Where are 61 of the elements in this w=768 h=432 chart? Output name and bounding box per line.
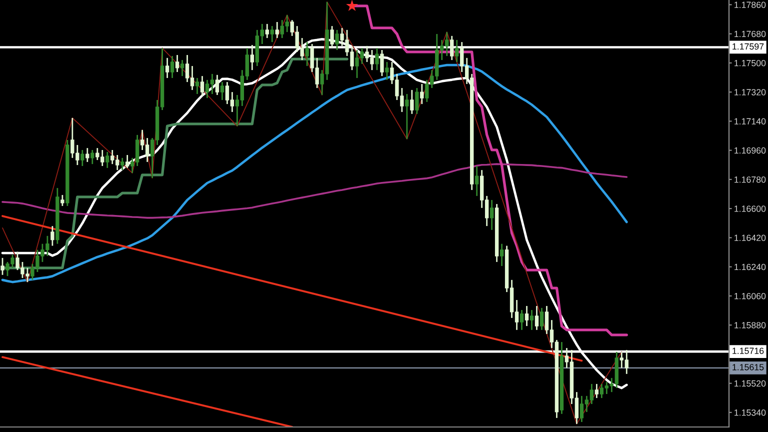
candlestick [215,74,220,96]
candlestick [50,225,54,246]
line-series [2,163,628,219]
candlestick [220,81,224,101]
candlestick [534,305,539,331]
candlestick [490,199,494,231]
candlestick [120,157,124,171]
y-tick-label: 1.16240 [734,264,766,270]
candlestick [380,49,384,77]
candlestick [165,57,170,79]
candlestick [80,149,84,167]
y-tick-label: 1.15340 [734,409,766,416]
y-tick-label: 1.16060 [734,292,766,300]
candlestick [450,35,454,61]
candlestick [375,47,379,71]
y-tick-label: 1.16960 [734,147,766,154]
candlestick [524,305,529,327]
y-tick-label: 1.16420 [734,234,766,241]
candlestick [270,25,274,43]
y-tick-label: 1.17140 [734,118,766,124]
candlestick [175,54,180,73]
ref-line-label: 1.17597 [732,43,764,50]
y-tick-label: 1.17500 [734,60,766,66]
candlestick [475,165,479,197]
candlestick [420,83,424,105]
candlestick [180,59,184,77]
candlestick [60,194,64,207]
y-tick-label: 1.15880 [734,322,766,328]
line-series [2,1,622,424]
candlestick [106,151,110,169]
y-tick-label: 1.17320 [734,89,766,96]
candlestick [200,75,204,97]
candlestick [335,29,339,51]
candlestick [275,21,279,39]
ref-line-label: 1.15615 [732,364,764,370]
candlestick [170,55,174,79]
candlestick [530,309,534,331]
y-tick-label: 1.16780 [734,176,766,183]
candlestick [86,147,90,163]
candlestick [385,61,389,81]
candlestick [330,25,334,49]
candlestick [0,257,4,276]
candlestick [195,77,200,95]
candlestick [540,307,544,331]
candlestick [520,309,524,331]
candlestick [90,149,94,165]
candlestick [305,41,309,67]
y-tick-label: 1.17860 [734,2,766,8]
y-tick-label: 1.16600 [734,206,766,212]
candlestick [265,23,269,39]
candlestick [410,89,414,115]
candlestick [125,154,130,169]
candlestick [405,93,409,140]
candlestick [500,243,504,267]
candlestick [455,39,459,63]
y-tick-label: 1.15520 [734,380,766,387]
candlestick [250,44,254,71]
candlestick [594,383,599,399]
ref-line-label: 1.15716 [732,348,764,354]
y-tick-label: 1.17680 [734,30,766,38]
candlestick [415,87,419,115]
